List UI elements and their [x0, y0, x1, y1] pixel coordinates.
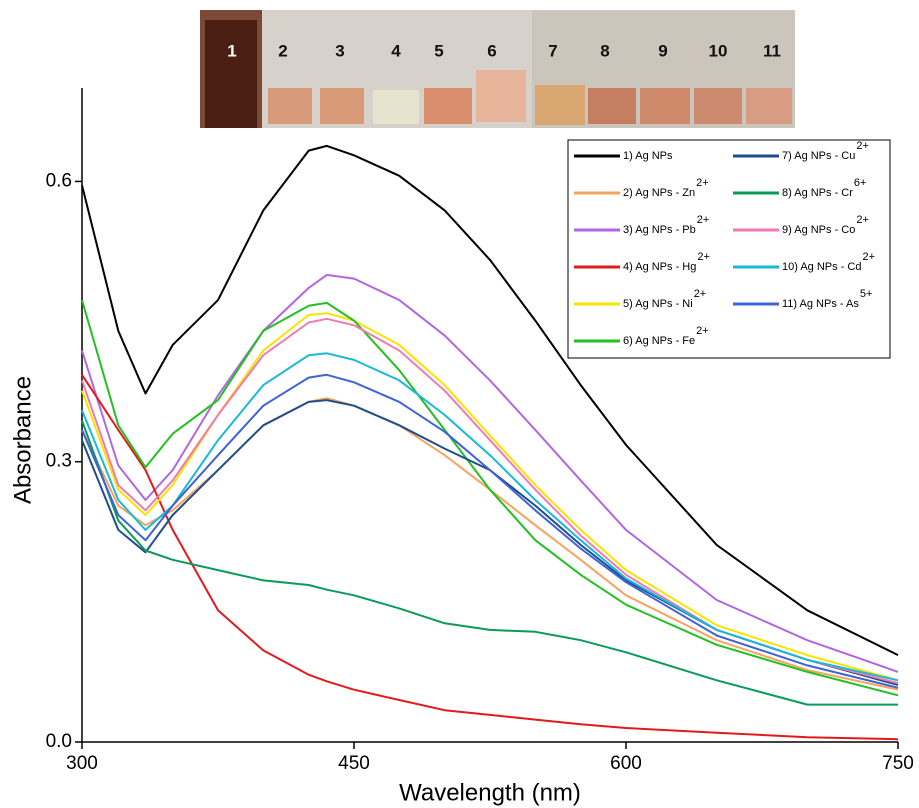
vial-label: 1: [227, 41, 236, 60]
legend-charge: 5+: [860, 288, 873, 300]
legend-charge: 2+: [862, 251, 875, 263]
data-line: [81, 373, 899, 689]
legend-charge: 2+: [856, 140, 869, 152]
x-tick-label: 300: [66, 753, 98, 774]
legend-charge: 2+: [696, 325, 709, 337]
legend-charge: 2+: [694, 288, 707, 300]
x-tick-label: 600: [610, 753, 642, 774]
legend-label: 9) Ag NPs - Co: [782, 224, 855, 236]
legend-charge: 2+: [697, 251, 710, 263]
vial-label: 5: [434, 41, 443, 60]
data-line: [81, 317, 899, 685]
vial-photo: [200, 10, 795, 128]
data-line: [81, 352, 899, 682]
legend-label: 3) Ag NPs - Pb: [623, 224, 696, 236]
legend-label: 4) Ag NPs - Hg: [623, 261, 696, 273]
vial-label: 8: [600, 41, 609, 60]
x-axis-label: Wavelength (nm): [399, 779, 581, 806]
legend-box: [567, 139, 891, 359]
data-line: [81, 420, 898, 706]
x-tick-label: 450: [338, 753, 370, 774]
data-line: [81, 273, 899, 673]
legend-label: 6) Ag NPs - Fe: [623, 335, 695, 347]
vial-label: 6: [487, 41, 496, 60]
legend-label: 5) Ag NPs - Ni: [623, 298, 693, 310]
legend-charge: 6+: [854, 177, 867, 189]
legend-label: 7) Ag NPs - Cu: [782, 150, 855, 162]
legend-label: 8) Ag NPs - Cr: [782, 187, 853, 199]
data-line: [81, 397, 899, 691]
vial-label: 3: [335, 41, 344, 60]
y-tick-label: 0.3: [46, 451, 72, 472]
y-axis-label: Absorbance: [9, 376, 36, 504]
data-line: [81, 399, 899, 686]
x-tick-label: 750: [882, 753, 914, 774]
legend-label: 2) Ag NPs - Zn: [623, 187, 695, 199]
legend-label: 1) Ag NPs: [623, 150, 673, 162]
data-line: [81, 312, 899, 682]
vial-label: 7: [548, 41, 557, 60]
legend-charge: 2+: [697, 214, 710, 226]
data-line: [81, 299, 899, 697]
y-tick-label: 0.0: [46, 731, 72, 752]
legend-charge: 2+: [856, 214, 869, 226]
data-line: [81, 374, 899, 741]
vial-label: 9: [658, 41, 667, 60]
y-tick-label: 0.6: [46, 170, 72, 191]
data-line: [81, 144, 899, 656]
legend-label: 10) Ag NPs - Cd: [782, 261, 861, 273]
vial-label: 2: [278, 41, 287, 60]
legend-label: 11) Ag NPs - As: [782, 298, 859, 310]
vial-label: 4: [391, 41, 401, 60]
vial-label: 11: [763, 41, 781, 60]
vial-label: 10: [709, 41, 728, 60]
legend-charge: 2+: [696, 177, 709, 189]
